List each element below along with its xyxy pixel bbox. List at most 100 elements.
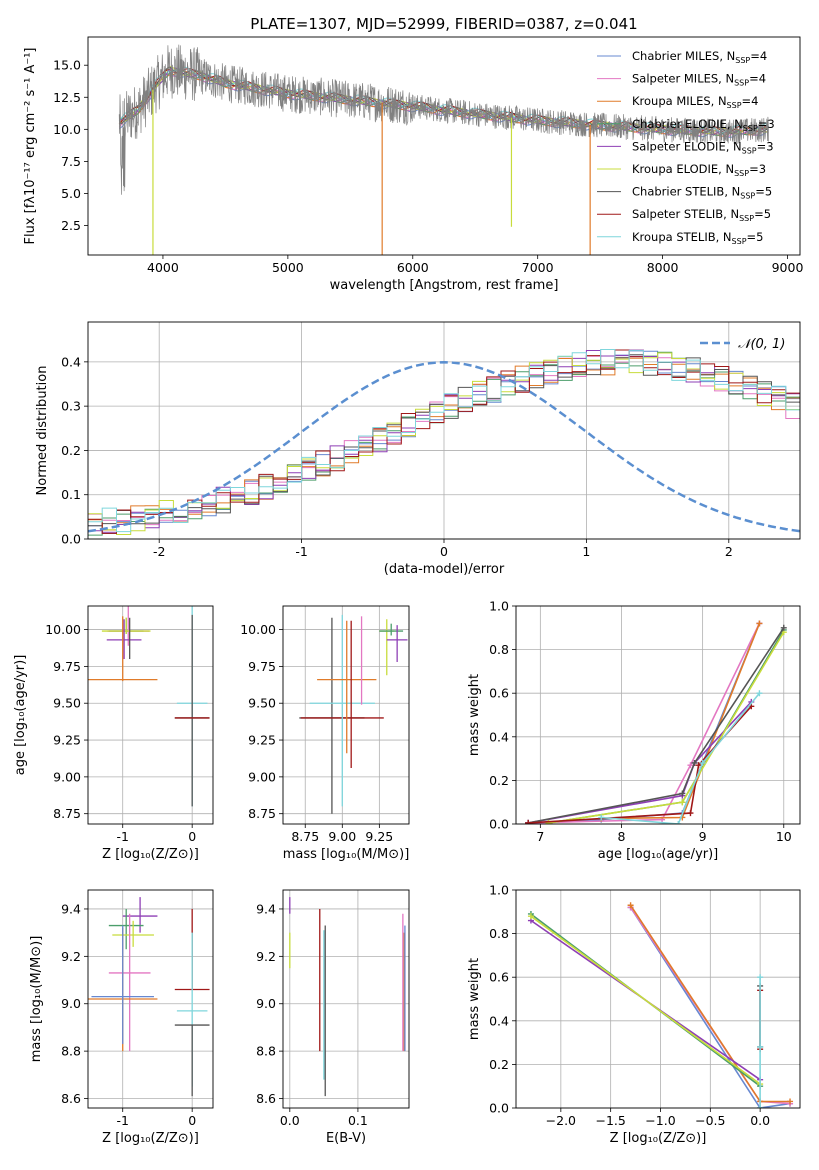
y-tick-label: 9.00	[248, 769, 276, 784]
residuals-frame	[87, 321, 801, 540]
y-tick-label: 0.4	[489, 1013, 509, 1028]
y-tick-label: 10.0	[53, 122, 81, 137]
x-tick-label: 1	[582, 544, 590, 559]
x-tick-label: −1.5	[595, 1113, 625, 1128]
y-tick-label: 8.8	[256, 1044, 276, 1059]
y-tick-label: 9.50	[248, 696, 276, 711]
x-axis-label: age [log₁₀(age/yr)]	[598, 847, 719, 862]
weight-line	[530, 915, 761, 1085]
x-tick-label: 9.00	[328, 829, 356, 844]
y-tick-label: 1.0	[489, 599, 509, 614]
x-tick-label: 9000	[772, 260, 804, 275]
x-tick-label: −2.0	[546, 1113, 576, 1128]
y-tick-label: 9.2	[61, 949, 81, 964]
y-tick-label: 2.5	[61, 218, 81, 233]
y-tick-label: 9.50	[53, 696, 81, 711]
age-z-frame	[87, 605, 214, 825]
y-tick-label: 8.75	[248, 806, 276, 821]
legend-entry: Chabrier STELIB, NSSP=5	[632, 185, 772, 201]
x-tick-label: 0.0	[280, 1113, 300, 1128]
weight-marker	[787, 1098, 794, 1105]
y-tick-label: 0.8	[489, 926, 509, 941]
y-tick-label: 9.2	[256, 949, 276, 964]
weight-age-lines	[525, 620, 787, 824]
y-tick-label: 8.75	[53, 806, 81, 821]
weight-marker	[687, 810, 694, 817]
y-tick-label: 9.0	[61, 996, 81, 1011]
weight-marker	[675, 821, 682, 824]
y-tick-label: 0.6	[489, 686, 509, 701]
age-mass-frame	[282, 605, 410, 825]
weight-marker	[757, 1105, 764, 1108]
mass-ebv-axes: 0.0 0.1 8.6 8.8 9.0 9.2 9.4 E(B-V)	[256, 890, 409, 1146]
y-tick-label: 12.5	[53, 90, 81, 105]
y-tick-label: 8.6	[61, 1091, 81, 1106]
x-tick-label: 10	[776, 829, 792, 844]
y-axis-label: age [log₁₀(age/yr)]	[13, 655, 28, 776]
x-tick-label: 9	[699, 829, 707, 844]
weight-marker	[679, 799, 686, 806]
weight-marker	[695, 762, 702, 769]
y-tick-label: 0.1	[61, 487, 81, 502]
legend-entry: Kroupa ELODIE, NSSP=3	[632, 162, 766, 178]
weight-marker	[627, 902, 634, 909]
y-axis-label: mass weight	[467, 958, 482, 1040]
x-axis-label: Z [log₁₀(Z/Z⊙)]	[102, 1131, 199, 1146]
x-tick-label: 0.1	[348, 1113, 368, 1128]
y-tick-label: 15.0	[53, 58, 81, 73]
y-tick-label: 8.6	[256, 1091, 276, 1106]
y-tick-label: 0.8	[489, 642, 509, 657]
y-axis-label: mass weight	[467, 674, 482, 756]
weight-line	[629, 906, 791, 1108]
chart-title: PLATE=1307, MJD=52999, FIBERID=0387, z=0…	[250, 15, 637, 33]
x-tick-label: 7	[536, 829, 544, 844]
y-tick-label: 9.75	[248, 659, 276, 674]
x-tick-label: 0	[188, 829, 196, 844]
weight-marker	[756, 620, 763, 627]
x-axis-label: Z [log₁₀(Z/Z⊙)]	[102, 847, 199, 862]
mass-ebv-points	[289, 897, 406, 1097]
x-tick-label: −0.5	[695, 1113, 725, 1128]
weight-marker	[679, 790, 686, 797]
legend-entry: 𝒩(0, 1)	[738, 337, 785, 352]
histogram-step	[88, 349, 800, 534]
weight-marker	[757, 974, 764, 981]
weight-marker	[525, 819, 532, 824]
y-tick-label: 0.2	[489, 773, 509, 788]
age-z-points	[88, 606, 210, 807]
y-tick-label: 0.3	[61, 399, 81, 414]
x-axis-label: (data-model)/error	[384, 562, 505, 577]
spectrum-frame	[87, 36, 801, 256]
weight-line	[528, 627, 785, 824]
y-tick-label: 0.6	[489, 970, 509, 985]
gaussian-curve	[88, 361, 800, 533]
weight-z-frame	[515, 889, 801, 1109]
histogram-step	[88, 352, 800, 535]
weight-z-lines	[527, 902, 794, 1108]
mass-z-points	[88, 897, 210, 1097]
y-axis-label: mass [log₁₀(M/M⊙)]	[29, 936, 44, 1063]
y-tick-label: 9.75	[53, 659, 81, 674]
y-tick-label: 9.25	[248, 733, 276, 748]
weight-marker	[691, 759, 698, 766]
y-tick-label: 0.2	[489, 1057, 509, 1072]
mass-z-frame	[87, 889, 214, 1109]
x-tick-label: -1	[116, 1113, 128, 1128]
legend-entry: Salpeter STELIB, NSSP=5	[632, 207, 771, 223]
legend-entry: Chabrier MILES, NSSP=4	[632, 49, 767, 65]
legend-entry: Chabrier ELODIE, NSSP=3	[632, 117, 775, 133]
y-tick-label: 9.4	[61, 901, 81, 916]
legend-entry: Kroupa MILES, NSSP=4	[632, 94, 758, 110]
y-tick-label: 0.4	[61, 354, 81, 369]
y-tick-label: 5.0	[61, 186, 81, 201]
weight-age-frame	[515, 605, 801, 825]
weight-line	[528, 623, 761, 824]
x-tick-label: 2	[725, 544, 733, 559]
x-tick-label: 8000	[647, 260, 679, 275]
y-axis-label: Normed distribution	[35, 366, 50, 496]
x-tick-label: 4000	[147, 260, 179, 275]
y-tick-label: 9.4	[256, 901, 276, 916]
x-tick-label: 8	[618, 829, 626, 844]
x-tick-label: 0	[440, 544, 448, 559]
